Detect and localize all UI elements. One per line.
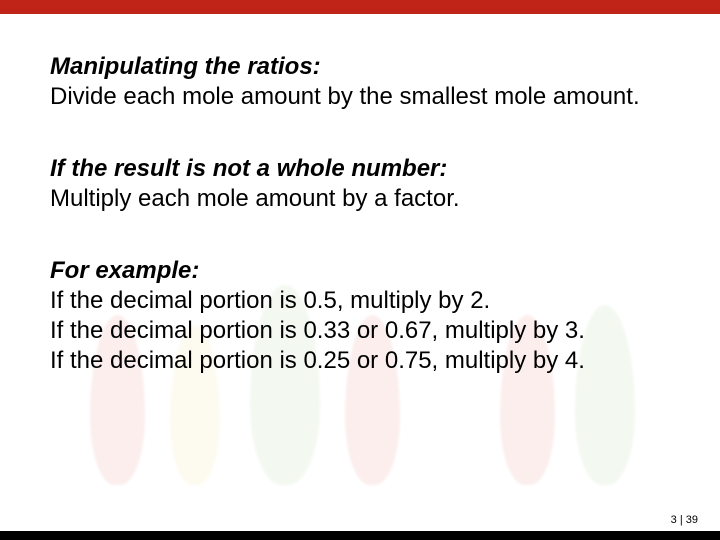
section-heading: Manipulating the ratios: <box>50 52 670 82</box>
section-line: If the decimal portion is 0.5, multiply … <box>50 286 670 316</box>
section-heading: For example: <box>50 256 670 286</box>
section-line: Divide each mole amount by the smallest … <box>50 82 670 112</box>
section: For example:If the decimal portion is 0.… <box>50 256 670 376</box>
slide: Manipulating the ratios:Divide each mole… <box>0 0 720 540</box>
slide-content: Manipulating the ratios:Divide each mole… <box>50 52 670 376</box>
section-line: Multiply each mole amount by a factor. <box>50 184 670 214</box>
section: Manipulating the ratios:Divide each mole… <box>50 52 670 112</box>
page-no: 39 <box>686 514 698 526</box>
section: If the result is not a whole number:Mult… <box>50 154 670 214</box>
section-line: If the decimal portion is 0.25 or 0.75, … <box>50 346 670 376</box>
page-sep: | <box>677 514 686 526</box>
bottom-accent-bar <box>0 531 720 540</box>
page-number: 3 | 39 <box>671 514 698 526</box>
section-heading: If the result is not a whole number: <box>50 154 670 184</box>
top-accent-bar <box>0 0 720 14</box>
section-line: If the decimal portion is 0.33 or 0.67, … <box>50 316 670 346</box>
